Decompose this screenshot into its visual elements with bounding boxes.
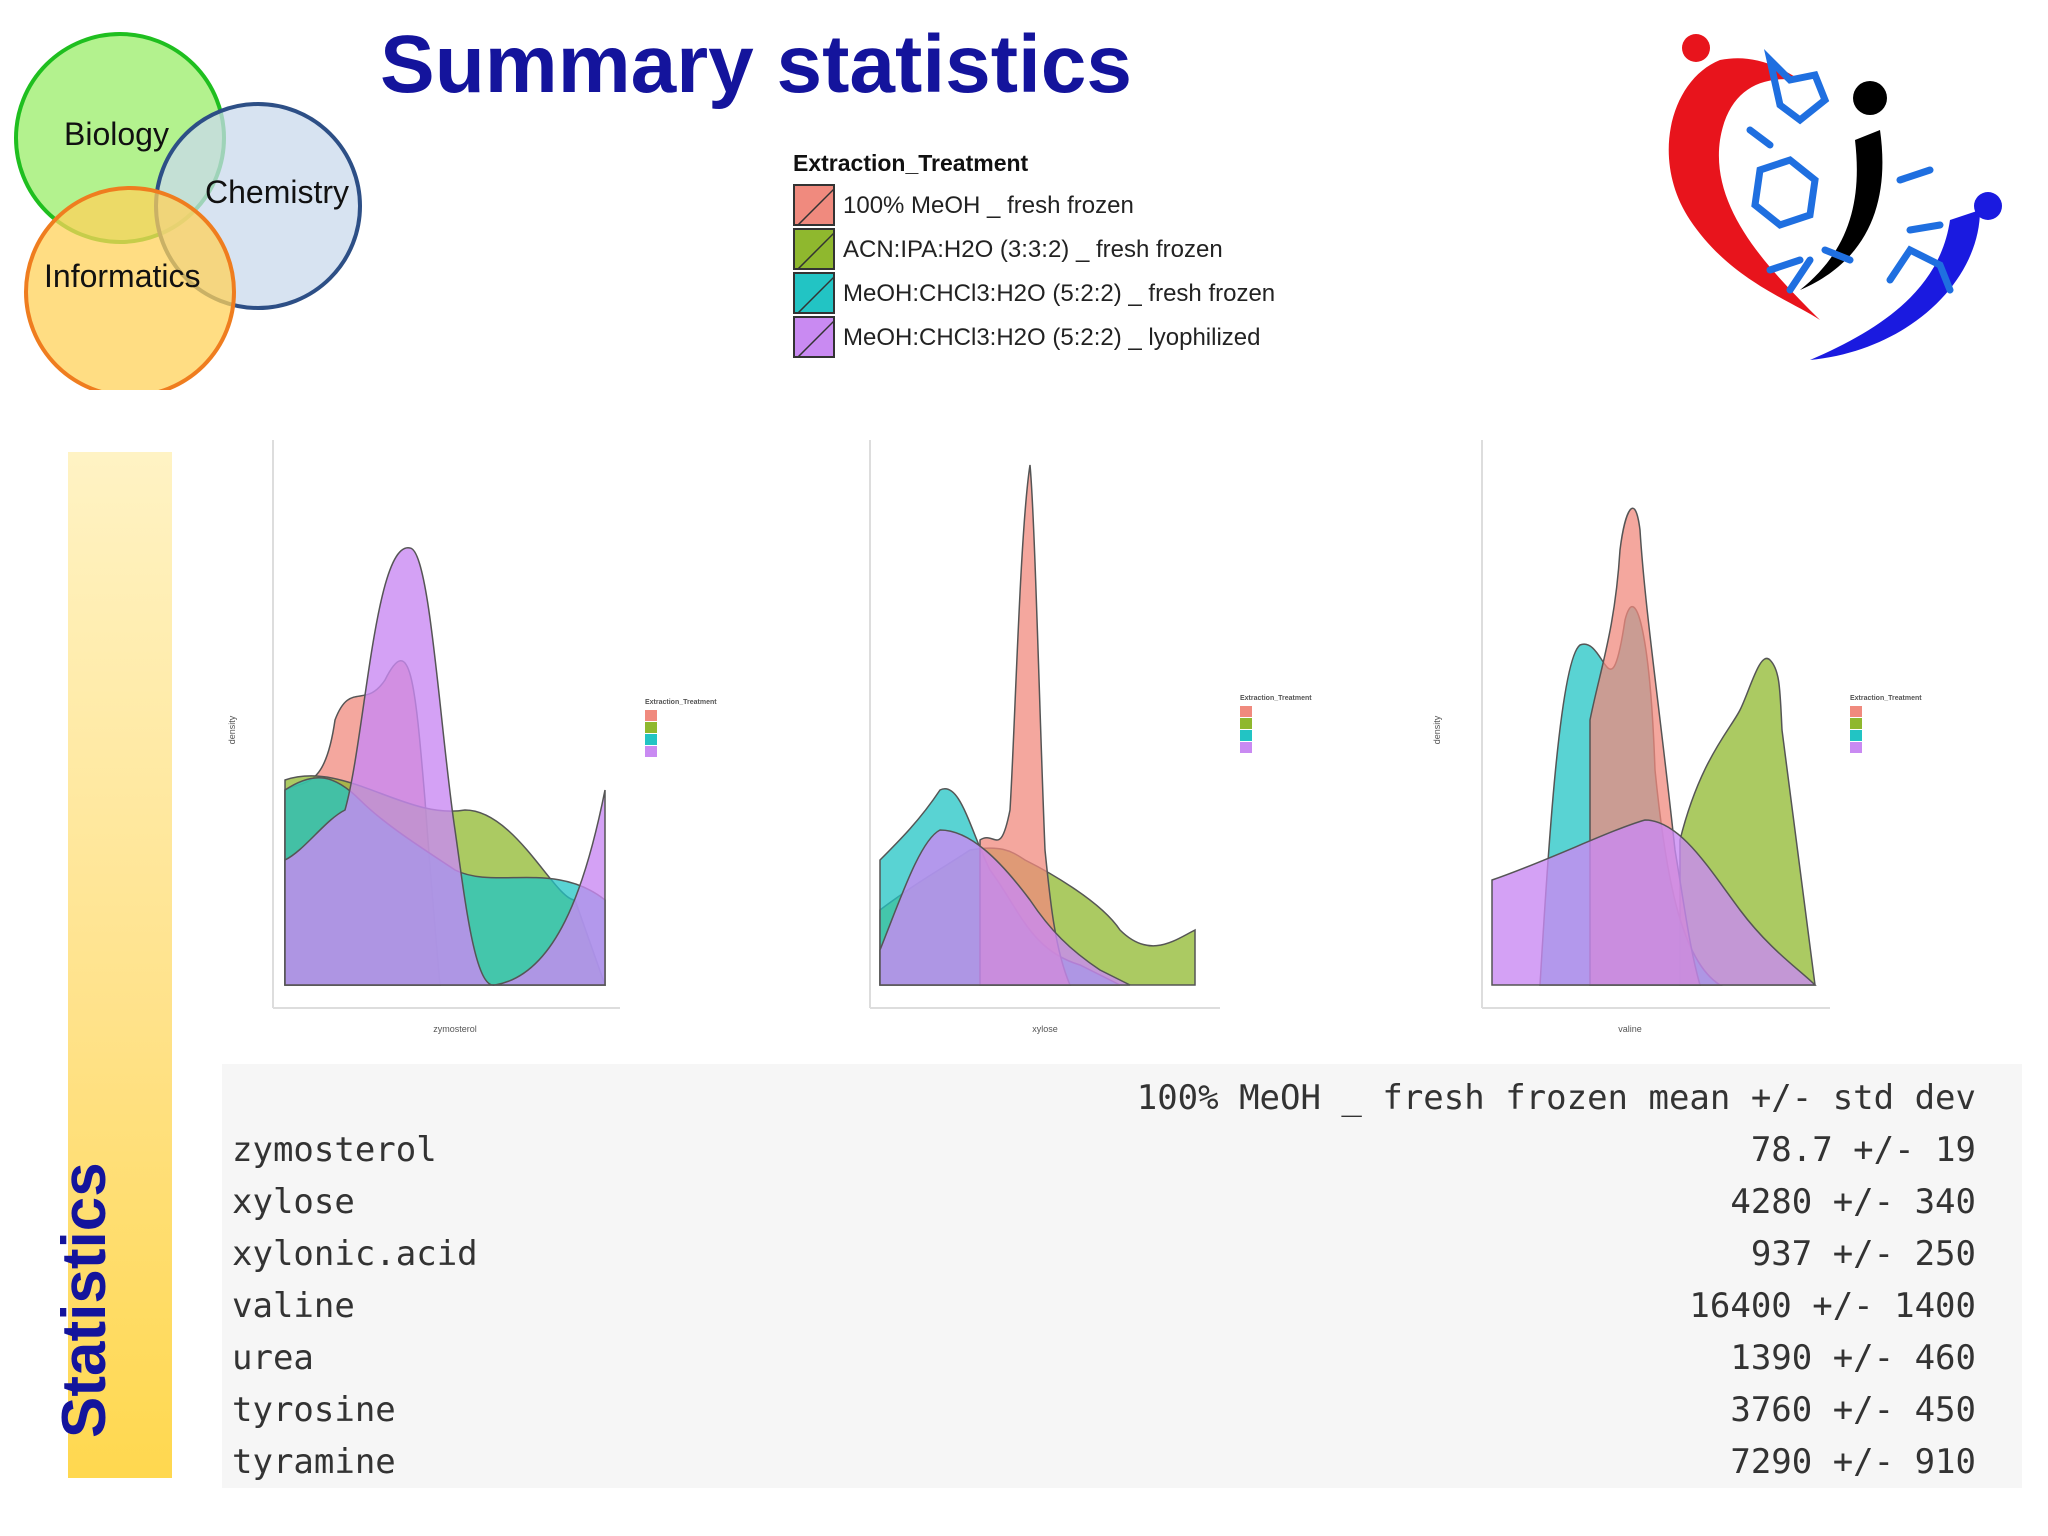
legend-swatch (793, 316, 835, 358)
metabolite-name: valine (232, 1286, 355, 1326)
table-row: valine 16400 +/- 1400 (232, 1286, 1976, 1338)
chart-legend: Extraction_Treatment 100% MeOH _ fresh f… (793, 150, 1333, 370)
metabolite-value: 78.7 +/- 19 (1750, 1130, 1976, 1170)
density-chart-valine: valine density Extraction_Treatment (1430, 430, 2025, 1040)
slide-title: Summary statistics (380, 19, 1133, 110)
table-row: zymosterol 78.7 +/- 19 (232, 1130, 1976, 1182)
metabolite-name: tyramine (232, 1442, 396, 1482)
x-axis-label: zymosterol (433, 1024, 477, 1034)
metabolite-value: 937 +/- 250 (1750, 1234, 1976, 1274)
legend-swatch (793, 228, 835, 270)
mini-legend: Extraction_Treatment (1240, 695, 1312, 753)
metabolite-value: 4280 +/- 340 (1730, 1182, 1976, 1222)
legend-label: MeOH:CHCl3:H2O (5:2:2) _ lyophilized (843, 324, 1261, 351)
legend-title: Extraction_Treatment (793, 150, 1029, 176)
venn-label-biology: Biology (64, 116, 169, 152)
table-row: urea 1390 +/- 460 (232, 1338, 1976, 1390)
metabolite-name: xylonic.acid (232, 1234, 478, 1274)
metabolite-value: 1390 +/- 460 (1730, 1338, 1976, 1378)
svg-text:Extraction_Treatment: Extraction_Treatment (1850, 695, 1922, 702)
section-label: Statistics (50, 1162, 119, 1438)
metabolite-value: 16400 +/- 1400 (1689, 1286, 1976, 1326)
density-chart-zymosterol: zymosterol density Extraction_Treatment (225, 430, 820, 1040)
table-row: xylonic.acid 937 +/- 250 (232, 1234, 1976, 1286)
svg-text:Extraction_Treatment: Extraction_Treatment (645, 699, 717, 706)
stats-header: 100% MeOH _ fresh frozen mean +/- std de… (1136, 1078, 1976, 1118)
stats-table: 100% MeOH _ fresh frozen mean +/- std de… (222, 1064, 2022, 1488)
legend-label: 100% MeOH _ fresh frozen (843, 192, 1134, 219)
metabolite-name: tyrosine (232, 1390, 396, 1430)
svg-text:Extraction_Treatment: Extraction_Treatment (1240, 695, 1312, 702)
legend-swatch (793, 272, 835, 314)
x-axis-label: xylose (1032, 1024, 1058, 1034)
venn-diagram: Biology Chemistry Informatics (0, 20, 380, 398)
metabolite-name: zymosterol (232, 1130, 437, 1170)
section-side-bar: Statistics (50, 452, 172, 1478)
venn-label-chemistry: Chemistry (205, 174, 350, 210)
table-row: tyramine 7290 +/- 910 (232, 1442, 1976, 1494)
molecule-heart-logo (1650, 20, 2010, 380)
legend-label: ACN:IPA:H2O (3:3:2) _ fresh frozen (843, 236, 1223, 263)
metabolite-name: xylose (232, 1182, 355, 1222)
legend-label: MeOH:CHCl3:H2O (5:2:2) _ fresh frozen (843, 280, 1276, 307)
metabolite-value: 7290 +/- 910 (1730, 1442, 1976, 1482)
table-row: tyrosine 3760 +/- 450 (232, 1390, 1976, 1442)
density-chart-xylose: xylose Extraction_Treatment (830, 430, 1425, 1040)
x-axis-label: valine (1618, 1024, 1642, 1034)
mini-legend: Extraction_Treatment (645, 699, 717, 757)
y-axis-label: density (227, 715, 237, 744)
table-row: xylose 4280 +/- 340 (232, 1182, 1976, 1234)
y-axis-label: density (1432, 715, 1442, 744)
venn-label-informatics: Informatics (44, 258, 201, 294)
metabolite-name: urea (232, 1338, 314, 1378)
mini-legend: Extraction_Treatment (1850, 695, 1922, 753)
metabolite-value: 3760 +/- 450 (1730, 1390, 1976, 1430)
legend-swatch (793, 184, 835, 226)
